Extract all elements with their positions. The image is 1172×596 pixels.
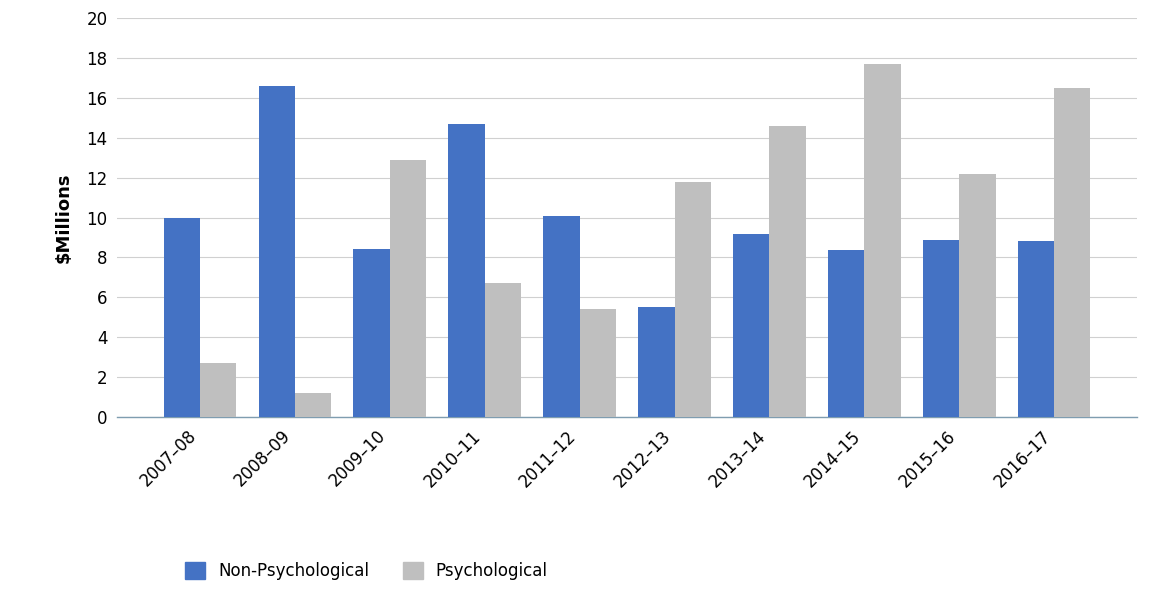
- Bar: [1018, 241, 1055, 417]
- Bar: [734, 234, 770, 417]
- Bar: [294, 393, 331, 417]
- Bar: [770, 126, 805, 417]
- Bar: [389, 160, 425, 417]
- Bar: [960, 173, 995, 417]
- Legend: Non-Psychological, Psychological: Non-Psychological, Psychological: [177, 553, 557, 588]
- Bar: [675, 182, 710, 417]
- Bar: [544, 216, 579, 417]
- Bar: [199, 364, 236, 417]
- Bar: [354, 250, 389, 417]
- Bar: [924, 240, 960, 417]
- Bar: [829, 250, 865, 417]
- Bar: [164, 218, 199, 417]
- Bar: [449, 124, 484, 417]
- Bar: [484, 284, 520, 417]
- Bar: [259, 86, 294, 417]
- Bar: [865, 64, 900, 417]
- Bar: [579, 309, 615, 417]
- Bar: [1055, 88, 1090, 417]
- Bar: [639, 308, 675, 417]
- Y-axis label: $Millions: $Millions: [54, 172, 73, 263]
